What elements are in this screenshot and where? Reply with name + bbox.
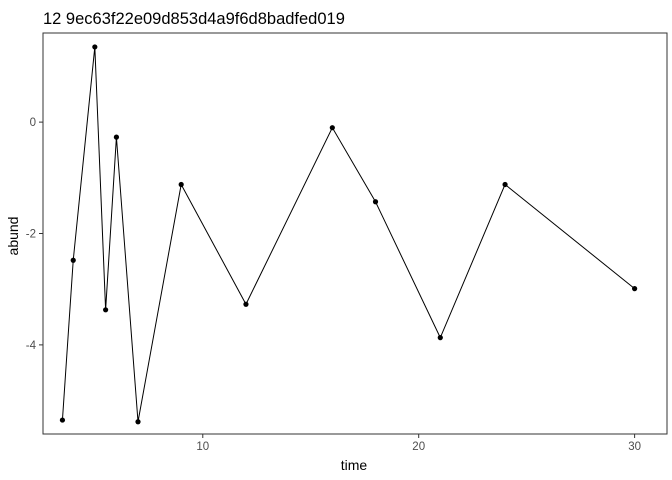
data-point (437, 335, 443, 341)
y-tick-label: -4 (26, 340, 37, 352)
plot-lines (61, 46, 635, 422)
data-point (329, 125, 335, 131)
plot-points (59, 44, 638, 425)
x-axis-title: time (341, 457, 368, 473)
series-line (61, 46, 635, 422)
data-point (632, 286, 638, 292)
y-axis: -4 -2 0 (26, 117, 43, 352)
data-point (243, 301, 249, 307)
y-tick-label: 0 (30, 117, 36, 129)
data-point (178, 181, 184, 188)
data-point (59, 417, 66, 423)
data-point (372, 199, 379, 205)
data-point (502, 181, 508, 188)
data-point (103, 307, 109, 313)
data-point (135, 419, 141, 425)
x-tick-label: 30 (628, 441, 641, 453)
y-tick-label: -2 (26, 229, 36, 241)
data-point (113, 134, 120, 140)
x-axis: 10 20 30 (196, 434, 641, 453)
plot-frame (42, 32, 668, 435)
x-tick-label: 20 (412, 441, 425, 453)
data-point (92, 44, 98, 50)
chart-title: 12 9ec63f22e09d853d4a9f6d8badfed019 (43, 10, 345, 28)
x-tick-label: 10 (196, 441, 209, 453)
data-point (70, 257, 76, 263)
y-axis-title: abund (5, 217, 21, 256)
